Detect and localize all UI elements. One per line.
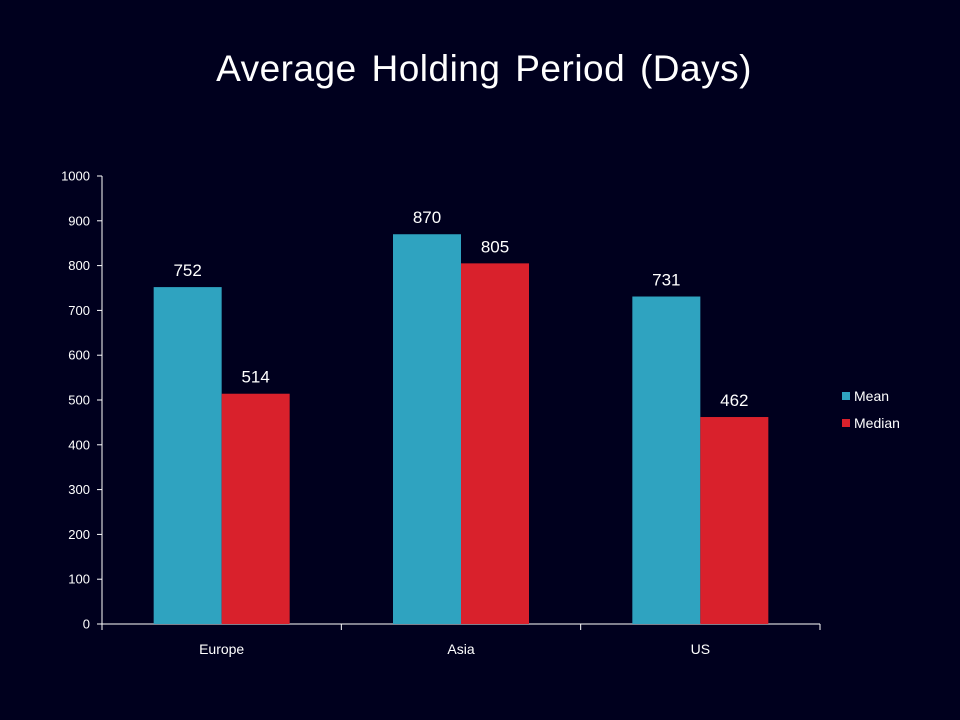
x-tick-label: Europe [199,641,244,657]
legend-swatch-median [842,419,850,427]
y-tick-label: 700 [68,303,90,318]
y-tick-label: 600 [68,348,90,363]
data-label: 752 [173,261,201,280]
bars [153,234,769,625]
data-label: 514 [241,368,269,387]
y-axis: 0 100 200 300 400 500 600 700 800 900 1000 [61,169,103,632]
legend-label-mean: Mean [854,388,889,404]
y-tick-label: 500 [68,393,90,408]
y-tick-label: 900 [68,213,90,228]
legend: Mean Median [842,388,900,431]
y-tick-label: 1000 [61,169,90,184]
y-tick-label: 0 [83,617,90,632]
bar-median-us [700,417,769,624]
bar-mean-us [632,296,701,624]
y-tick-label: 300 [68,482,90,497]
data-labels: 752 514 870 805 731 462 [173,208,748,410]
data-label: 731 [652,271,680,290]
legend-label-median: Median [854,415,900,431]
data-label: 870 [413,208,441,227]
data-label: 805 [481,237,509,256]
data-label: 462 [720,391,748,410]
bar-mean-europe [153,287,222,624]
chart-title: Average Holding Period (Days) [216,48,752,89]
y-tick-label: 200 [68,527,90,542]
bar-median-asia [461,263,529,624]
x-axis: Europe Asia US [101,623,821,657]
legend-swatch-mean [842,392,850,400]
y-tick-label: 400 [68,437,90,452]
y-tick-label: 100 [68,572,90,587]
x-tick-label: US [691,641,710,657]
bar-mean-asia [393,234,461,625]
y-tick-label: 800 [68,258,90,273]
bar-median-europe [221,393,290,624]
x-tick-label: Asia [447,641,474,657]
